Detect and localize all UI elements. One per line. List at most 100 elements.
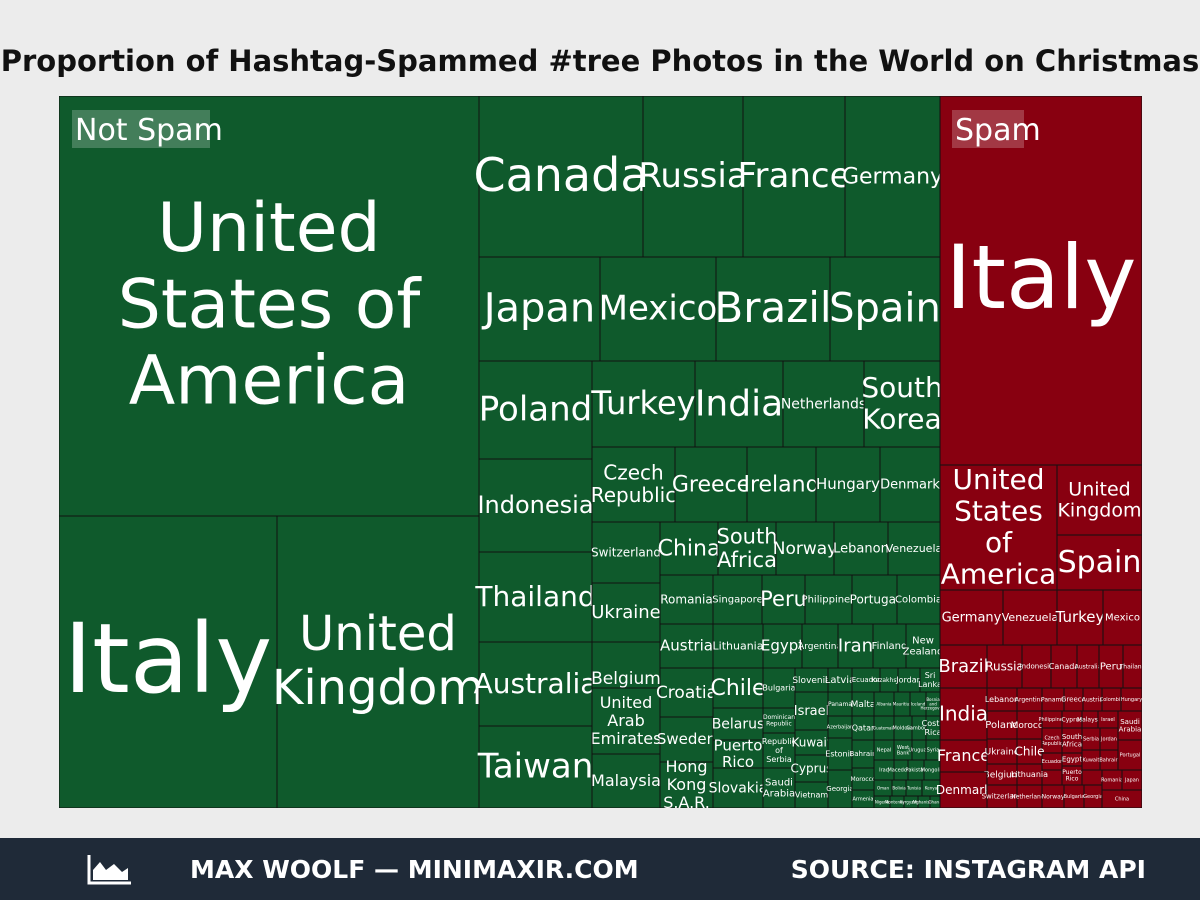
cell-label-spam-puerto-rico: Puerto Rico <box>1062 769 1082 783</box>
cell-label-not-spam-kenya: Kenya <box>925 785 938 790</box>
cell-label-not-spam-united-states-of-america: United States of America <box>118 189 423 420</box>
cell-label-not-spam-nigeria: Nigeria <box>875 799 890 804</box>
cell-label-not-spam-singapore: Singapore <box>712 595 762 606</box>
cell-not-spam-puerto-rico <box>712 739 764 769</box>
cell-label-not-spam-germany: Germany <box>842 164 943 189</box>
cell-label-not-spam-india: India <box>695 383 783 424</box>
cell-label-not-spam-uruguay: Uruguay <box>908 748 929 754</box>
cell-label-not-spam-afghanistan: Afghanistan <box>912 799 936 804</box>
cell-label-spam-lebanon: Lebanon <box>985 695 1019 704</box>
cell-spam-canada <box>1050 644 1078 689</box>
cell-label-not-spam-panama: Panama <box>828 701 852 708</box>
cell-label-not-spam-hungary: Hungary <box>816 475 880 493</box>
cell-not-spam-kuwait <box>794 729 829 756</box>
cell-label-not-spam-kazakhstan: Kazakhstan <box>872 677 907 684</box>
cell-label-not-spam-macedonia: Macedonia <box>887 768 914 774</box>
cell-label-spam-kuwait: Kuwait <box>1083 758 1100 764</box>
cell-label-not-spam-australia: Australia <box>474 667 598 700</box>
cell-label-spam-germany: Germany <box>942 611 1002 626</box>
cell-label-spam-peru: Peru <box>1100 662 1122 673</box>
cell-label-spam-russia: Russia <box>985 659 1024 673</box>
cell-label-not-spam-nepal: Nepal <box>877 748 891 754</box>
cell-label-spam-saudi-arabia: Saudi Arabia <box>1119 718 1142 734</box>
cell-not-spam-norway <box>775 521 835 576</box>
cell-spam-ukraine <box>986 738 1018 765</box>
cell-label-not-spam-czech-republic: Czech Republic <box>591 461 676 507</box>
cell-label-not-spam-pakistan: Pakistan <box>906 768 927 774</box>
cell-not-spam-netherlands <box>782 360 865 448</box>
cell-label-spam-japan: Japan <box>1124 778 1139 784</box>
cell-label-not-spam-indonesia: Indonesia <box>477 491 593 519</box>
cell-spam-indonesia <box>1021 644 1052 689</box>
cell-label-not-spam-spain: Spain <box>829 286 941 332</box>
data-source: SOURCE: INSTAGRAM API <box>790 855 1146 884</box>
cell-label-spam-poland: Poland <box>985 720 1018 731</box>
cell-label-not-spam-egypt: Egypt <box>761 637 804 655</box>
cell-label-not-spam-portugal: Portugal <box>850 592 900 606</box>
cell-label-not-spam-syria: Syria <box>927 748 940 754</box>
group-label-bg-spam <box>952 110 1024 148</box>
cell-label-spam-canada: Canada <box>1049 662 1080 671</box>
cell-label-not-spam-japan: Japan <box>481 286 596 332</box>
cell-label-not-spam-iraq: Iraq <box>879 768 889 774</box>
cell-label-spam-netherlands: Netherlands <box>1011 793 1048 800</box>
cell-label-spam-malaysia: Malaysia <box>1077 716 1104 723</box>
cell-label-not-spam-austria: Austria <box>660 637 713 655</box>
cell-label-spam-israel: Israel <box>1101 717 1115 723</box>
cell-label-not-spam-norway: Norway <box>773 539 838 559</box>
cell-label-spam-denmark: Denmark <box>936 783 991 797</box>
cell-label-not-spam-thailand: Thailand <box>474 580 595 613</box>
cell-label-not-spam-vietnam: Vietnam <box>795 791 829 800</box>
footer: MAX WOOLF — MINIMAXIR.COM SOURCE: INSTAG… <box>0 838 1200 900</box>
cell-label-not-spam-bolivia: Bolivia <box>892 785 906 790</box>
cell-not-spam-lithuania <box>712 623 764 669</box>
cell-label-not-spam-china: China <box>658 536 721 561</box>
cell-label-not-spam-montenegro: Montenegro <box>885 799 910 804</box>
cell-not-spam-cyprus <box>794 754 829 783</box>
cell-label-spam-thailand: Thailand <box>1119 663 1142 670</box>
cell-label-spam-chile: Chile <box>1014 744 1044 758</box>
cell-label-not-spam-ghana: Ghana <box>928 799 942 804</box>
cell-label-not-spam-taiwan: Taiwan <box>477 747 594 787</box>
cell-label-not-spam-estonia: Estonia <box>825 750 855 759</box>
cell-not-spam-russia <box>642 96 744 258</box>
cell-label-spam-united-kingdom: United Kingdom <box>1057 478 1141 521</box>
cell-label-not-spam-poland: Poland <box>479 390 593 430</box>
cell-label-spam-india: India <box>939 701 988 725</box>
cell-label-spam-argentina: Argentina <box>1015 696 1045 703</box>
cell-not-spam-chile <box>712 667 764 709</box>
cell-label-not-spam-georgia: Georgia <box>826 785 853 793</box>
cell-not-spam-italy <box>59 515 278 808</box>
cell-label-not-spam-chile: Chile <box>710 676 765 701</box>
cell-label-spam-ecuador: Ecuador <box>1042 759 1063 765</box>
cell-not-spam-malaysia <box>591 753 661 808</box>
cell-not-spam-china <box>659 521 719 576</box>
cell-label-spam-venezuela: Venezuela <box>1002 611 1059 624</box>
cell-label-not-spam-mauritius: Mauritius <box>893 701 912 706</box>
cell-label-spam-lithuania: Lithuania <box>1011 770 1048 779</box>
cell-label-spam-bahrain: Bahrain <box>1099 758 1118 764</box>
cell-label-spam-egypt: Egypt <box>1062 756 1082 764</box>
cell-label-not-spam-belarus: Belarus <box>712 716 765 732</box>
cell-label-spam-cyprus: Cyprus <box>1062 716 1083 723</box>
cell-label-not-spam-malta: Malta <box>851 700 876 710</box>
cell-not-spam-indonesia <box>478 458 593 553</box>
cell-label-not-spam-guatemala: Guatemala <box>873 725 896 730</box>
cell-label-spam-belgium: Belgium <box>984 770 1021 780</box>
cell-label-not-spam-kyrgyzstan: Kyrgyzstan <box>900 799 922 804</box>
cell-label-spam-china: China <box>1115 797 1129 803</box>
cell-label-not-spam-oman: Oman <box>877 785 889 790</box>
cell-spam-china <box>1101 789 1142 808</box>
cell-label-not-spam-qatar: Qatar <box>852 724 875 733</box>
cell-label-not-spam-united-arab-emirates: United Arab Emirates <box>591 693 662 748</box>
cell-label-not-spam-jordan: Jordan <box>895 676 921 685</box>
group-label-not-spam: Not Spam <box>75 113 223 148</box>
cell-not-spam-philippines <box>804 574 853 625</box>
cell-not-spam-belarus <box>712 707 764 741</box>
cell-not-spam-india <box>694 360 784 448</box>
cell-label-not-spam-latvia: Latvia <box>825 675 855 686</box>
cell-not-spam-denmark <box>879 446 941 523</box>
cell-label-not-spam-iceland: Iceland <box>911 701 926 706</box>
cell-not-spam-mexico <box>599 256 717 362</box>
